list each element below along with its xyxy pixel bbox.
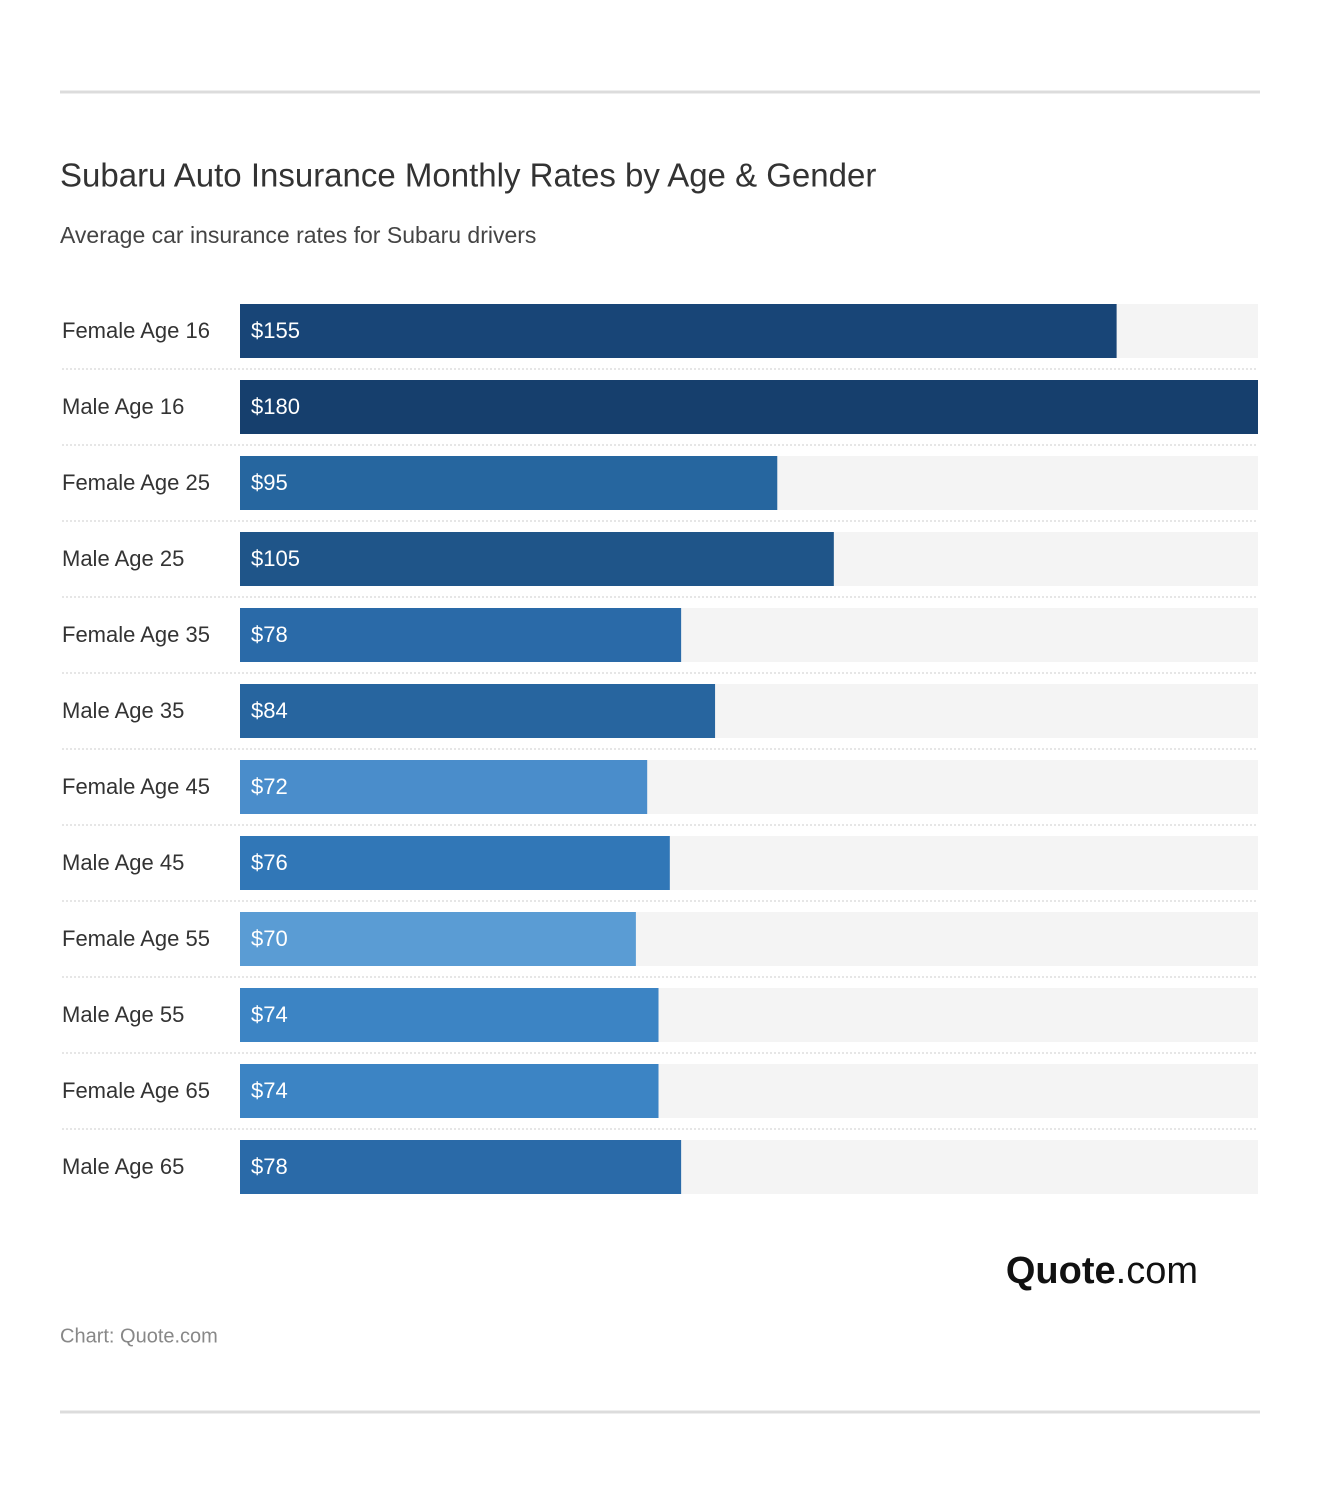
value-label: $78 (251, 622, 288, 647)
bar (240, 836, 670, 890)
value-label: $78 (251, 1154, 288, 1179)
bar (240, 608, 682, 662)
category-label: Male Age 55 (62, 1002, 184, 1027)
source: Chart: Quote.com (60, 1325, 218, 1347)
logo-name: Quote (1006, 1250, 1116, 1292)
bar (240, 380, 1258, 434)
category-label: Male Age 16 (62, 394, 184, 419)
value-label: $105 (251, 546, 300, 571)
value-label: $155 (251, 318, 300, 343)
category-label: Female Age 45 (62, 774, 210, 799)
category-label: Male Age 65 (62, 1154, 184, 1179)
category-label: Female Age 16 (62, 318, 210, 343)
value-label: $76 (251, 850, 288, 875)
category-label: Female Age 25 (62, 470, 210, 495)
bar (240, 304, 1117, 358)
bar (240, 1064, 659, 1118)
value-label: $95 (251, 470, 288, 495)
value-label: $84 (251, 698, 288, 723)
chart-title: Subaru Auto Insurance Monthly Rates by A… (60, 157, 876, 194)
logo-suffix: .com (1116, 1250, 1198, 1292)
value-label: $180 (251, 394, 300, 419)
value-label: $70 (251, 926, 288, 951)
category-label: Male Age 45 (62, 850, 184, 875)
category-label: Female Age 65 (62, 1078, 210, 1103)
category-label: Male Age 35 (62, 698, 184, 723)
value-label: $74 (251, 1078, 288, 1103)
bar (240, 532, 834, 586)
bar (240, 684, 716, 738)
logo: Quote.com (1006, 1250, 1198, 1292)
bar (240, 988, 659, 1042)
value-label: $74 (251, 1002, 288, 1027)
bar (240, 456, 778, 510)
bar (240, 912, 636, 966)
category-label: Male Age 25 (62, 546, 184, 571)
value-label: $72 (251, 774, 288, 799)
chart-subtitle: Average car insurance rates for Subaru d… (60, 222, 536, 248)
bar (240, 1140, 682, 1194)
category-label: Female Age 35 (62, 622, 210, 647)
bar (240, 760, 648, 814)
category-label: Female Age 55 (62, 926, 210, 951)
